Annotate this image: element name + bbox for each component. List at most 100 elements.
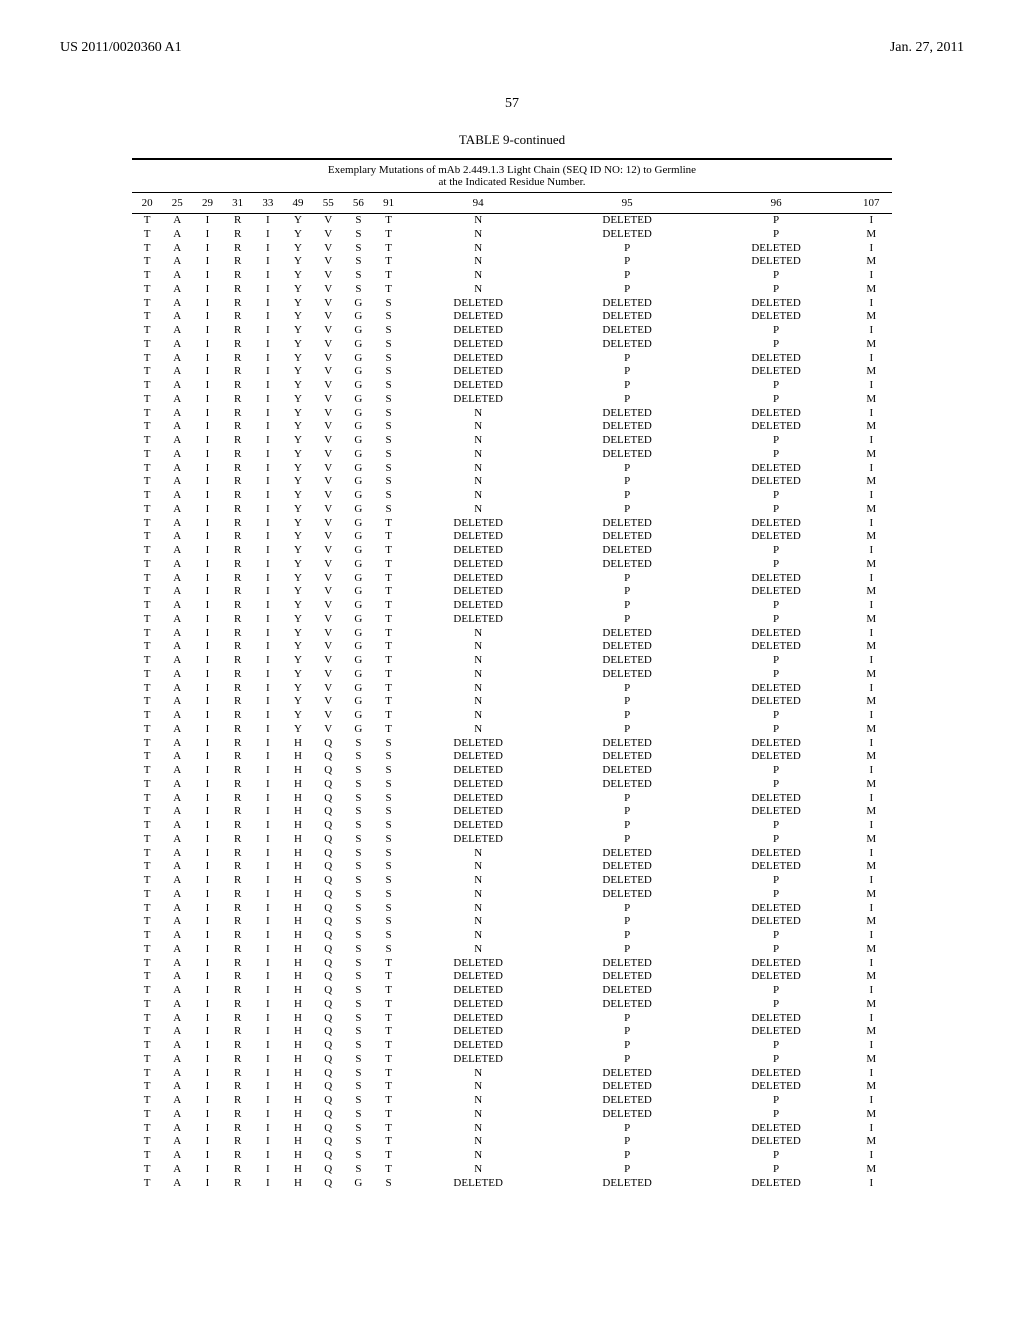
table-cell: P: [553, 352, 702, 366]
table-cell: P: [702, 448, 851, 462]
table-cell: I: [253, 915, 283, 929]
table-cell: R: [223, 874, 253, 888]
table-cell: DELETED: [702, 1135, 851, 1149]
table-cell: I: [253, 352, 283, 366]
table-header-row: 202529313349555691949596107: [132, 193, 892, 214]
table-cell: S: [343, 214, 373, 228]
table-row: TAIRIYVGTDELETEDPPI: [132, 599, 892, 613]
table-cell: I: [192, 393, 222, 407]
table-cell: DELETED: [404, 984, 553, 998]
table-cell: DELETED: [553, 297, 702, 311]
table-cell: N: [404, 929, 553, 943]
table-cell: T: [132, 654, 162, 668]
table-cell: I: [253, 585, 283, 599]
table-cell: I: [253, 723, 283, 737]
table-cell: DELETED: [553, 1108, 702, 1122]
table-cell: I: [851, 407, 892, 421]
table-caption: TABLE 9-continued: [60, 132, 964, 148]
table-cell: I: [253, 1080, 283, 1094]
table-row: TAIRIYVGTNDELETEDDELETEDM: [132, 640, 892, 654]
table-cell: V: [313, 654, 343, 668]
table-cell: S: [343, 888, 373, 902]
table-cell: DELETED: [404, 558, 553, 572]
table-cell: S: [374, 352, 404, 366]
table-cell: I: [192, 544, 222, 558]
table-cell: I: [192, 462, 222, 476]
table-cell: R: [223, 888, 253, 902]
table-cell: M: [851, 228, 892, 242]
table-row: TAIRIHQSTDELETEDDELETEDPI: [132, 984, 892, 998]
table-cell: DELETED: [553, 338, 702, 352]
table-cell: G: [343, 434, 373, 448]
table-cell: DELETED: [404, 365, 553, 379]
table-cell: T: [132, 1163, 162, 1177]
table-cell: S: [343, 1122, 373, 1136]
table-cell: R: [223, 833, 253, 847]
table-cell: I: [192, 1080, 222, 1094]
table-cell: R: [223, 1067, 253, 1081]
table-cell: R: [223, 1080, 253, 1094]
table-row: TAIRIHQSTNDELETEDDELETEDI: [132, 1067, 892, 1081]
table-cell: Y: [283, 654, 313, 668]
table-cell: T: [132, 902, 162, 916]
table-cell: T: [132, 970, 162, 984]
table-cell: DELETED: [553, 228, 702, 242]
table-cell: I: [253, 1012, 283, 1026]
table-cell: T: [132, 214, 162, 228]
table-cell: S: [343, 269, 373, 283]
table-cell: DELETED: [404, 778, 553, 792]
table-cell: T: [132, 558, 162, 572]
table-cell: I: [253, 420, 283, 434]
table-cell: P: [553, 585, 702, 599]
table-cell: I: [253, 503, 283, 517]
table-cell: G: [343, 723, 373, 737]
table-cell: G: [343, 489, 373, 503]
table-cell: Q: [313, 860, 343, 874]
table-cell: Q: [313, 1122, 343, 1136]
table-row: TAIRIHQSSNPDELETEDM: [132, 915, 892, 929]
table-cell: N: [404, 462, 553, 476]
table-cell: P: [553, 943, 702, 957]
table-cell: N: [404, 475, 553, 489]
table-cell: I: [192, 407, 222, 421]
table-cell: I: [192, 723, 222, 737]
table-row: TAIRIYVGSNDELETEDDELETEDM: [132, 420, 892, 434]
table-cell: P: [702, 228, 851, 242]
table-row: TAIRIHQSSNDELETEDDELETEDM: [132, 860, 892, 874]
table-cell: P: [702, 434, 851, 448]
table-cell: M: [851, 640, 892, 654]
table-row: TAIRIHQSTDELETEDPPI: [132, 1039, 892, 1053]
table-cell: S: [343, 998, 373, 1012]
table-cell: S: [374, 489, 404, 503]
col-header: 96: [702, 193, 851, 214]
table-row: TAIRIYVSTNDELETEDPM: [132, 228, 892, 242]
table-cell: T: [132, 915, 162, 929]
table-cell: I: [851, 957, 892, 971]
table-cell: T: [374, 517, 404, 531]
table-cell: Y: [283, 723, 313, 737]
table-cell: H: [283, 1080, 313, 1094]
table-cell: N: [404, 214, 553, 228]
table-cell: T: [132, 1149, 162, 1163]
table-cell: T: [374, 214, 404, 228]
table-cell: Y: [283, 503, 313, 517]
table-cell: N: [404, 860, 553, 874]
table-cell: DELETED: [553, 420, 702, 434]
table-cell: A: [162, 1094, 192, 1108]
table-cell: Q: [313, 888, 343, 902]
table-cell: Y: [283, 530, 313, 544]
table-row: TAIRIHQSTDELETEDPDELETEDM: [132, 1025, 892, 1039]
mutations-table-wrap: Exemplary Mutations of mAb 2.449.1.3 Lig…: [132, 158, 892, 1190]
table-cell: T: [132, 297, 162, 311]
table-cell: I: [253, 475, 283, 489]
table-cell: H: [283, 1122, 313, 1136]
table-cell: S: [374, 819, 404, 833]
table-cell: A: [162, 750, 192, 764]
table-cell: G: [343, 709, 373, 723]
table-cell: A: [162, 407, 192, 421]
table-cell: Y: [283, 544, 313, 558]
table-cell: N: [404, 489, 553, 503]
table-cell: P: [553, 503, 702, 517]
table-cell: I: [253, 695, 283, 709]
table-cell: DELETED: [702, 585, 851, 599]
